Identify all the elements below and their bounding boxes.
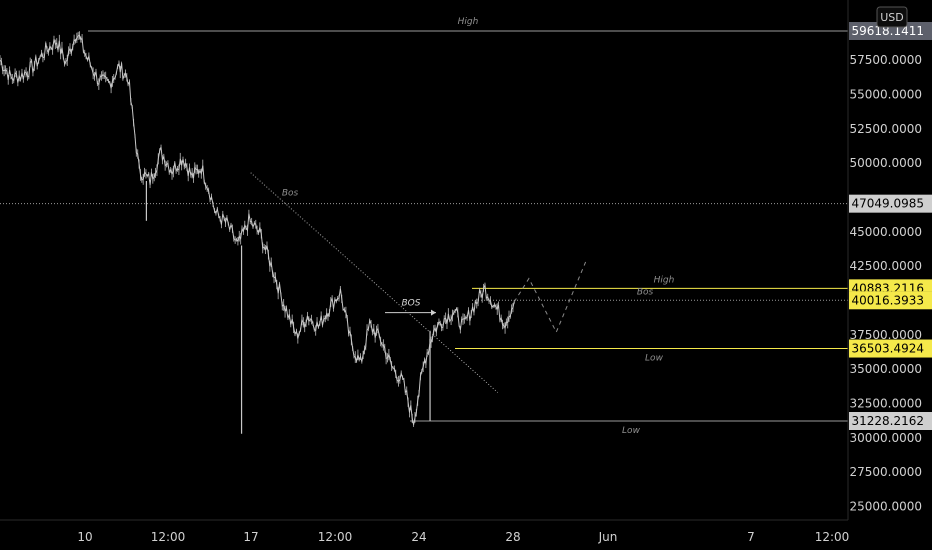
- level-label-low: Low: [645, 354, 664, 364]
- x-tick-label: 24: [411, 530, 426, 544]
- x-tick-label: 28: [505, 530, 520, 544]
- y-tick-label: 55000.0000: [849, 87, 922, 101]
- price-tag-high: 59618.1411: [851, 24, 924, 38]
- x-tick-label: 7: [747, 530, 755, 544]
- levels-layer: [0, 30, 848, 422]
- level-label-bos: Bos: [637, 287, 654, 297]
- price-tag-low: 31228.2162: [851, 414, 924, 428]
- price-tag-bos-bg: [849, 194, 932, 213]
- price-tag-bos: 47049.0985: [851, 197, 924, 211]
- price-layer: [0, 31, 515, 434]
- y-tick-label: 27500.0000: [849, 465, 922, 479]
- price-tag-low-bg: [849, 412, 932, 430]
- x-tick-label: 12:00: [815, 530, 850, 544]
- currency-button[interactable]: USD: [876, 6, 908, 28]
- level-label-high: High: [654, 275, 675, 285]
- price-tag-bos-yellow: 40016.3933: [851, 293, 924, 307]
- y-tick-label: 50000.0000: [849, 156, 922, 170]
- price-tag-low-yellow: 36503.4924: [851, 342, 924, 356]
- y-tick-label: 25000.0000: [849, 500, 922, 514]
- y-tick-label: 45000.0000: [849, 225, 922, 239]
- trendline: [250, 172, 499, 393]
- bos-marker-label: BOS: [402, 299, 421, 309]
- y-tick-label: 32500.0000: [849, 397, 922, 411]
- price-tag-high-bg: [849, 22, 932, 40]
- x-tick-label: 17: [243, 530, 258, 544]
- x-tick-label: 10: [77, 530, 92, 544]
- price-tag-bos-yellow-bg: [849, 291, 932, 310]
- y-tick-label: 30000.0000: [849, 431, 922, 445]
- price-tags-layer: 59618.141147049.098540883.211622:290.000…: [849, 22, 932, 430]
- currency-label: USD: [880, 11, 904, 24]
- y-tick-label: 52500.0000: [849, 122, 922, 136]
- y-tick-label: 35000.0000: [849, 362, 922, 376]
- projection-path: [513, 261, 587, 334]
- y-tick-label: 42500.0000: [849, 259, 922, 273]
- time-axis[interactable]: 10 12:00 17 12:00 24 28 Jun 7 12:00: [77, 530, 849, 544]
- level-label-high: High: [458, 17, 479, 27]
- level-label-low: Low: [622, 426, 641, 436]
- x-tick-label: 12:00: [151, 530, 186, 544]
- x-tick-label: 12:00: [318, 530, 353, 544]
- y-tick-label: 37500.0000: [849, 328, 922, 342]
- level-label-bos: Bos: [282, 189, 299, 199]
- price-tag-low-yellow-bg: [849, 339, 932, 358]
- y-tick-label: 57500.0000: [849, 53, 922, 67]
- bos-marker-arrow: [431, 309, 436, 316]
- x-tick-label: Jun: [598, 530, 618, 544]
